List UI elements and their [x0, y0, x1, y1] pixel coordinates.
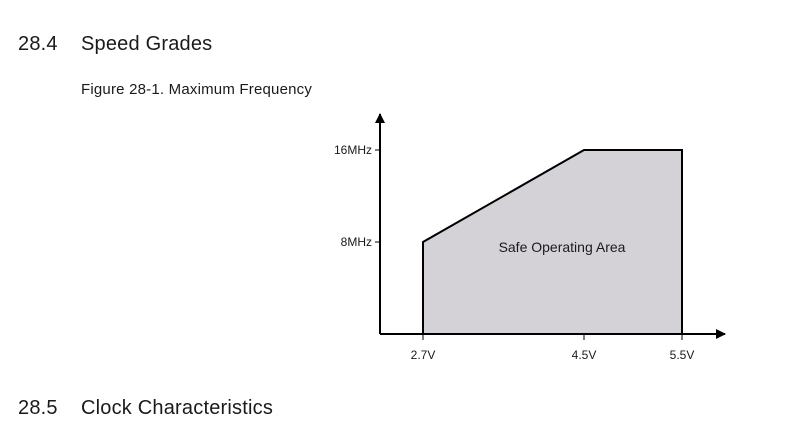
x-tick-label: 2.7V — [411, 348, 436, 362]
section-number: 28.4 — [18, 33, 58, 55]
y-tick-label: 8MHz — [341, 235, 372, 249]
section-heading-clock-characteristics: 28.5 Clock Characteristics — [18, 397, 273, 420]
x-tick-label: 5.5V — [670, 348, 695, 362]
y-tick-label: 16MHz — [334, 143, 372, 157]
section-title: Clock Characteristics — [81, 397, 274, 419]
section-number: 28.5 — [18, 397, 58, 419]
section-heading-speed-grades: 28.4 Speed Grades — [18, 33, 212, 56]
area-label: Safe Operating Area — [499, 239, 626, 255]
x-tick-label: 4.5V — [572, 348, 597, 362]
section-title: Speed Grades — [81, 33, 213, 55]
ticks-layer: 8MHz 16MHz 2.7V 4.5V 5.5V — [334, 143, 694, 362]
figure-caption: Figure 28-1. Maximum Frequency — [81, 81, 313, 98]
